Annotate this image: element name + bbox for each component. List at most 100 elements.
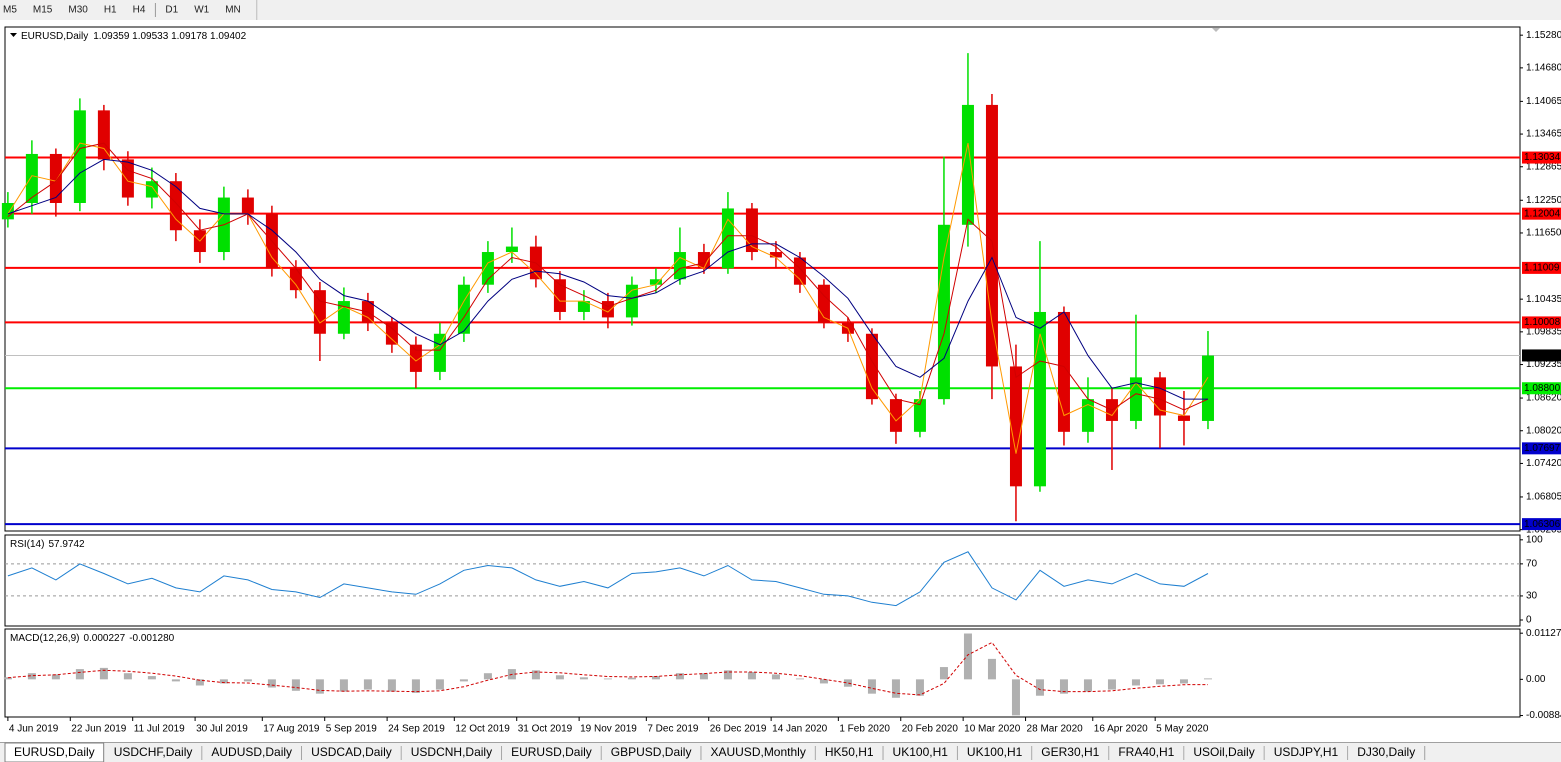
timeframe-button[interactable]: MN — [225, 5, 241, 16]
tab-label[interactable]: GER30,H1 — [1041, 745, 1099, 759]
timeframe-button[interactable]: H1 — [104, 5, 117, 16]
timeframe-button[interactable]: H4 — [133, 5, 146, 16]
candle-body — [433, 333, 446, 372]
y-tick-label: 1.11650 — [1526, 228, 1561, 239]
candle-body — [169, 181, 182, 231]
tab-label[interactable]: DJ30,Daily — [1357, 745, 1415, 759]
histogram-bar — [27, 673, 36, 680]
y-tick-label: 1.14680 — [1526, 63, 1561, 74]
x-tick-label: 11 Jul 2019 — [134, 724, 185, 735]
candle-body — [409, 344, 422, 372]
tab[interactable] — [202, 745, 302, 761]
level-label: 1.08800 — [1524, 383, 1561, 394]
histogram-bar — [1179, 679, 1188, 684]
candle-body — [913, 399, 926, 432]
tab-label[interactable]: USDCHF,Daily — [114, 745, 193, 759]
x-tick-label: 10 Mar 2020 — [964, 724, 1021, 735]
panel-title: RSI(14) — [10, 539, 44, 550]
tab[interactable] — [957, 745, 1032, 761]
tab-label[interactable]: FRA40,H1 — [1118, 745, 1174, 759]
signal-line — [7, 641, 1209, 696]
timeframe-button[interactable]: M15 — [33, 5, 53, 16]
tab-label[interactable]: EURUSD,Daily — [14, 745, 95, 759]
tab-label[interactable]: GBPUSD,Daily — [611, 745, 692, 759]
candle-body — [721, 208, 734, 269]
candle-body — [553, 279, 566, 312]
timeframe-button[interactable]: M5 — [3, 5, 17, 16]
candle-body — [577, 301, 590, 312]
candle-body — [121, 159, 134, 198]
level-tag — [1522, 261, 1561, 274]
tab-label[interactable]: XAUUSD,Monthly — [710, 745, 805, 759]
histogram-bar — [123, 673, 132, 680]
candle-body — [1033, 311, 1046, 487]
candle-body — [1081, 399, 1094, 432]
tab-label[interactable]: USDCNH,Daily — [411, 745, 492, 759]
candle-body — [649, 279, 662, 285]
level-tag — [1522, 382, 1561, 395]
tab-label[interactable]: UK100,H1 — [967, 745, 1023, 759]
candle-body — [1177, 415, 1190, 421]
tab[interactable] — [883, 745, 957, 761]
histogram-bar — [771, 674, 780, 680]
candle-body — [601, 301, 614, 318]
y-tick-label: 1.08020 — [1526, 425, 1561, 436]
timeframe-button[interactable]: M30 — [68, 5, 88, 16]
candle-body — [289, 268, 302, 291]
histogram-bar — [531, 670, 540, 680]
level-label: 1.10008 — [1524, 317, 1561, 328]
tab-label[interactable]: AUDUSD,Daily — [211, 745, 292, 759]
tab-label[interactable]: USDCAD,Daily — [311, 745, 392, 759]
histogram-bar — [819, 679, 828, 684]
tab[interactable] — [1109, 745, 1184, 761]
moving-average — [7, 142, 1209, 454]
last-price-label: 1.09402 — [1524, 350, 1561, 361]
y-tick-label: 30 — [1526, 591, 1538, 602]
tab[interactable] — [1184, 745, 1264, 761]
tab[interactable] — [1032, 745, 1109, 761]
scroll-marker — [1212, 28, 1220, 32]
x-tick-label: 22 Jun 2019 — [71, 724, 126, 735]
tab-label[interactable]: USOil,Daily — [1193, 745, 1254, 759]
tab-label[interactable]: HK50,H1 — [825, 745, 874, 759]
histogram-bar — [1155, 679, 1164, 685]
tab[interactable] — [4, 742, 105, 762]
histogram-bar — [843, 679, 852, 687]
histogram-bar — [147, 676, 156, 680]
histogram-bar — [411, 679, 420, 693]
y-tick-label: 1.10435 — [1526, 294, 1561, 305]
candle-body — [97, 110, 110, 160]
tab[interactable] — [701, 745, 815, 761]
histogram-bar — [291, 679, 300, 691]
level-tag — [1522, 207, 1561, 220]
histogram-bar — [483, 673, 492, 680]
y-tick-label: 0 — [1526, 615, 1532, 626]
tab[interactable] — [104, 745, 202, 761]
candle-body — [1009, 366, 1022, 487]
tab[interactable] — [815, 745, 883, 761]
histogram-bar — [3, 677, 12, 680]
histogram-bar — [1107, 679, 1116, 690]
x-tick-label: 17 Aug 2019 — [263, 724, 320, 735]
tab[interactable] — [302, 745, 401, 761]
candle-body — [745, 208, 758, 253]
timeframe-button[interactable]: D1 — [165, 5, 178, 16]
tab[interactable] — [502, 745, 601, 761]
timeframe-button[interactable]: W1 — [194, 5, 209, 16]
last-price-tag — [1522, 349, 1561, 362]
histogram-bar — [387, 679, 396, 692]
level-label: 1.06306 — [1524, 519, 1561, 530]
tab-label[interactable]: UK100,H1 — [893, 745, 949, 759]
histogram-bar — [963, 633, 972, 680]
tab-label[interactable]: EURUSD,Daily — [511, 745, 592, 759]
tab[interactable] — [1348, 745, 1425, 761]
tab[interactable] — [1264, 745, 1348, 761]
candle-body — [1129, 377, 1142, 421]
x-tick-label: 12 Oct 2019 — [455, 724, 510, 735]
tab-label[interactable]: USDJPY,H1 — [1274, 745, 1339, 759]
histogram-bar — [1059, 679, 1068, 694]
x-tick-label: 30 Jul 2019 — [196, 724, 248, 735]
histogram-bar — [1011, 679, 1020, 716]
tab[interactable] — [601, 745, 701, 761]
tab[interactable] — [401, 745, 502, 761]
